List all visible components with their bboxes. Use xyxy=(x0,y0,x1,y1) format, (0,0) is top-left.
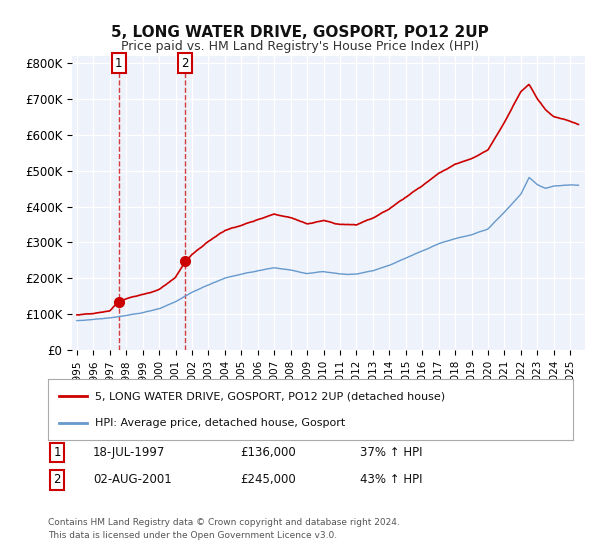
Text: 02-AUG-2001: 02-AUG-2001 xyxy=(93,473,172,487)
Text: 1: 1 xyxy=(115,57,122,69)
Text: 1: 1 xyxy=(53,446,61,459)
Text: 18-JUL-1997: 18-JUL-1997 xyxy=(93,446,166,459)
Text: 2: 2 xyxy=(182,57,189,69)
Text: 2: 2 xyxy=(53,473,61,487)
Text: Contains HM Land Registry data © Crown copyright and database right 2024.
This d: Contains HM Land Registry data © Crown c… xyxy=(48,518,400,539)
Text: 5, LONG WATER DRIVE, GOSPORT, PO12 2UP: 5, LONG WATER DRIVE, GOSPORT, PO12 2UP xyxy=(111,25,489,40)
Text: Price paid vs. HM Land Registry's House Price Index (HPI): Price paid vs. HM Land Registry's House … xyxy=(121,40,479,53)
Text: £136,000: £136,000 xyxy=(240,446,296,459)
Text: 37% ↑ HPI: 37% ↑ HPI xyxy=(360,446,422,459)
Text: HPI: Average price, detached house, Gosport: HPI: Average price, detached house, Gosp… xyxy=(95,418,346,428)
Text: 43% ↑ HPI: 43% ↑ HPI xyxy=(360,473,422,487)
Text: 5, LONG WATER DRIVE, GOSPORT, PO12 2UP (detached house): 5, LONG WATER DRIVE, GOSPORT, PO12 2UP (… xyxy=(95,391,445,401)
Text: £245,000: £245,000 xyxy=(240,473,296,487)
